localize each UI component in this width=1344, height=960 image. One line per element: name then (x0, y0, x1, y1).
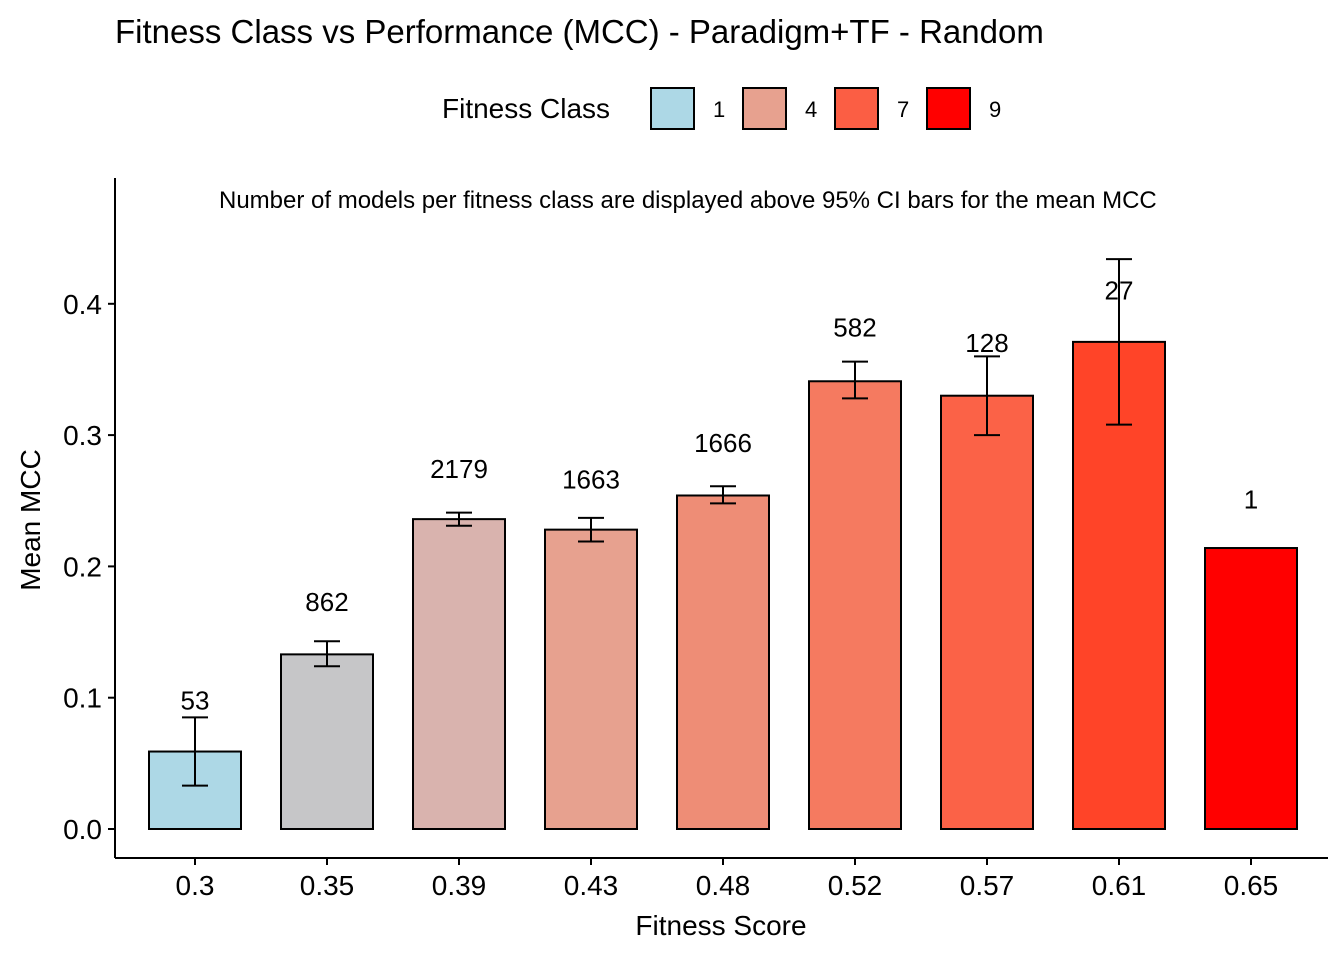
count-label: 582 (833, 312, 876, 342)
x-tick-label: 0.57 (960, 870, 1015, 901)
count-labels: 53 862 2179 1663 1666 582 128 27 1 (181, 276, 1259, 716)
error-bars (182, 258, 1132, 787)
y-axis-label: Mean MCC (15, 449, 46, 591)
legend: Fitness Class 1 4 7 9 (442, 87, 1001, 130)
chart-subtitle: Number of models per fitness class are d… (219, 187, 1157, 214)
legend-swatch (926, 87, 971, 130)
x-tick-label: 0.52 (828, 870, 883, 901)
error-bar (974, 355, 1000, 437)
x-tick-label: 0.65 (1224, 870, 1279, 901)
y-tick-label: 0.3 (63, 420, 102, 451)
bars (148, 340, 1298, 831)
legend-entry: 4 (742, 87, 817, 130)
legend-label: 4 (805, 97, 817, 122)
bar (1204, 547, 1298, 830)
x-ticks: 0.3 0.35 0.39 0.43 0.48 0.52 0.57 0.61 0.65 (176, 858, 1279, 901)
y-tick-label: 0.1 (63, 683, 102, 714)
error-bar (578, 516, 604, 543)
chart-title: Fitness Class vs Performance (MCC) - Par… (115, 13, 1044, 50)
x-tick-label: 0.35 (300, 870, 355, 901)
error-bar (182, 716, 208, 787)
error-bar (710, 485, 736, 505)
count-label: 1666 (694, 428, 752, 458)
legend-entry: 1 (650, 87, 725, 130)
bar (544, 528, 638, 830)
count-label: 27 (1105, 276, 1134, 306)
x-tick-label: 0.61 (1092, 870, 1147, 901)
error-bar (1106, 258, 1132, 426)
bar (808, 380, 902, 830)
count-label: 1663 (562, 465, 620, 495)
x-tick-label: 0.3 (176, 870, 215, 901)
bar (940, 394, 1034, 830)
legend-swatch (834, 87, 879, 130)
count-label: 128 (965, 328, 1008, 358)
legend-label: 1 (713, 97, 725, 122)
bar (676, 494, 770, 830)
count-label: 2179 (430, 454, 488, 484)
error-bar (446, 511, 472, 527)
y-tick-label: 0.0 (63, 814, 102, 845)
y-tick-label: 0.4 (63, 289, 102, 320)
count-label: 1 (1244, 484, 1258, 514)
legend-entry: 9 (926, 87, 1001, 130)
y-tick-label: 0.2 (63, 551, 102, 582)
legend-label: 7 (897, 97, 909, 122)
y-ticks: 0.0 0.1 0.2 0.3 0.4 (63, 289, 115, 845)
x-axis-label: Fitness Score (635, 910, 806, 941)
bar (412, 518, 506, 831)
count-label: 53 (181, 685, 210, 715)
x-tick-label: 0.43 (564, 870, 619, 901)
x-tick-label: 0.48 (696, 870, 751, 901)
legend-entry: 7 (834, 87, 909, 130)
error-bar (842, 360, 868, 400)
legend-title: Fitness Class (442, 93, 610, 124)
legend-swatch (650, 87, 695, 130)
x-tick-label: 0.39 (432, 870, 487, 901)
bar (280, 653, 374, 830)
legend-swatch (742, 87, 787, 130)
count-label: 862 (305, 587, 348, 617)
legend-label: 9 (989, 97, 1001, 122)
error-bar (314, 640, 340, 668)
